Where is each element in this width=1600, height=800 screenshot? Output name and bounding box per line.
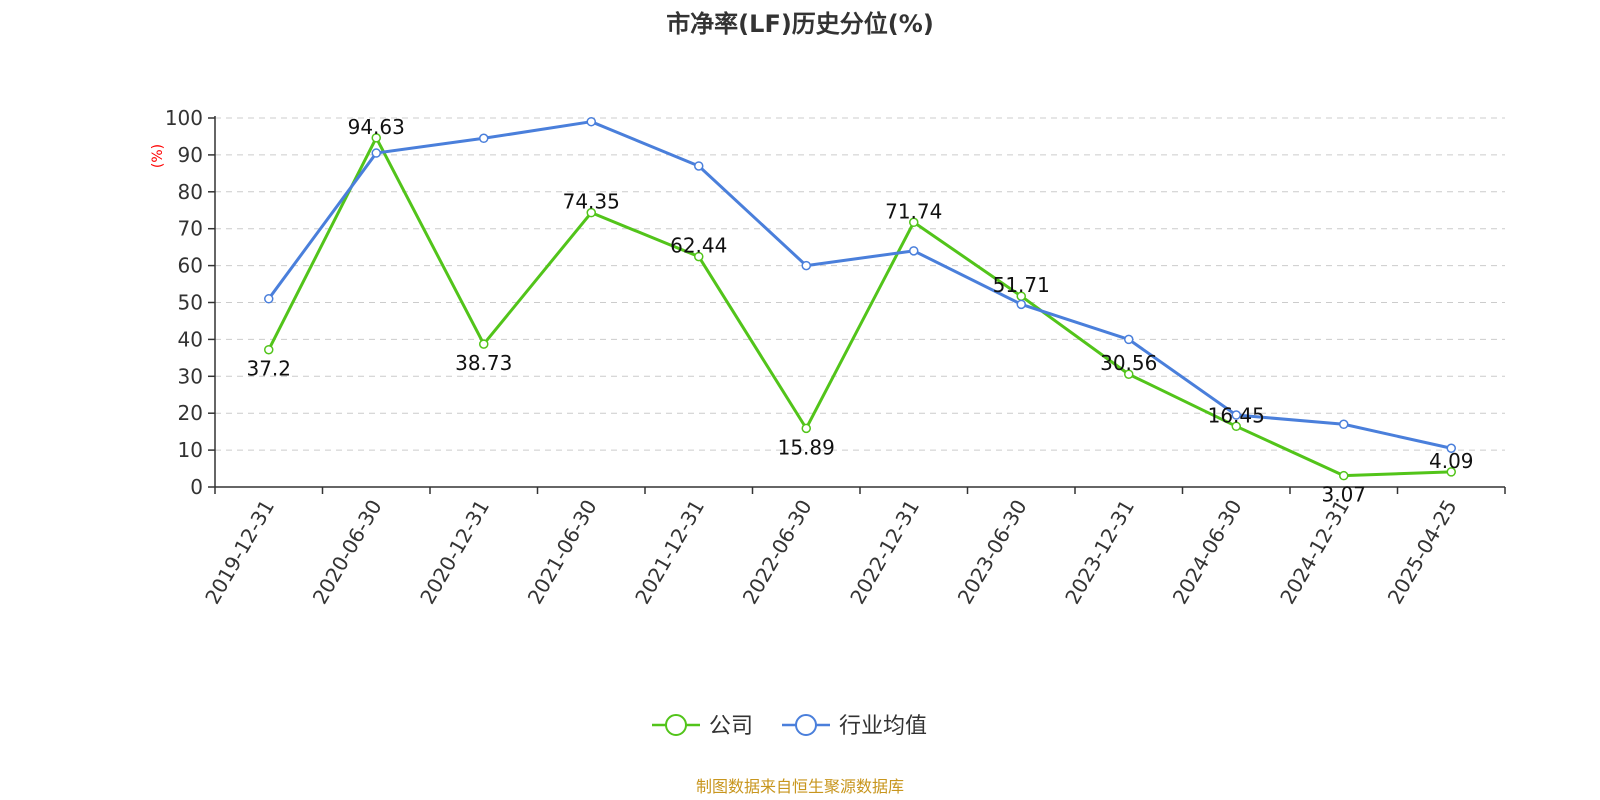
data-label: 62.44 [670,234,727,258]
series-1-point [1339,419,1349,430]
series-0-point [479,339,489,349]
data-label: 71.74 [885,199,942,223]
series-1-point [1231,410,1241,420]
x-tick-label: 2023-06-30 [953,496,1032,609]
x-tick-label: 2019-12-31 [200,496,279,609]
x-tick-label: 2025-04-25 [1383,496,1462,609]
x-tick-label: 2022-12-31 [845,496,924,609]
data-labels: 37.2 94.63 38.73 74.35 62.44 15.89 71.74 51.71 3… [246,115,1473,507]
legend-marker [665,714,687,736]
series-1-point [479,133,489,144]
data-label: 74.35 [563,190,620,214]
series-0-point [1124,369,1134,379]
series-0-point [264,344,274,355]
data-label: 37.2 [246,357,291,381]
series-1-point [1124,334,1134,345]
legend-label: 行业均值 [839,714,927,739]
series-0-point [1231,421,1241,432]
y-tick-label: 70 [178,217,203,241]
y-tick-label: 50 [178,291,203,315]
grid [215,117,1505,451]
legend[interactable]: 公司 行业均值 [652,714,927,739]
series-0-point [909,217,919,228]
legend-label: 公司 [709,714,753,739]
series-1-point [694,161,704,171]
series-0-point [1446,467,1456,477]
x-tick-label: 2022-06-30 [738,496,817,609]
series [264,116,1456,481]
series-0-point [371,133,381,143]
series-1-point [1016,299,1026,310]
data-label: 30.56 [1100,351,1157,375]
x-tick-label: 2024-06-30 [1168,496,1247,609]
data-label: 94.63 [348,115,405,139]
axes: 0 10 20 30 40 50 60 70 80 90 100 2019-12-31 2020-06-… [165,106,1506,609]
series-1-point [371,148,381,158]
y-tick-label: 20 [178,401,203,425]
data-label: 3.07 [1321,483,1366,507]
series-1-point [909,246,919,256]
y-tick-label: 90 [178,143,203,167]
series-1-point [1446,443,1456,454]
data-label: 51.71 [993,273,1050,297]
data-label: 16.45 [1208,403,1265,427]
y-tick-label: 80 [178,180,203,204]
series-0-point [694,251,704,262]
data-label: 38.73 [455,351,512,375]
data-label: 4.09 [1429,449,1474,473]
y-tick-label: 40 [178,327,203,351]
series-1-point [586,116,596,127]
data-label: 15.89 [778,435,835,459]
x-tick-label: 2020-06-30 [308,496,387,609]
series-0-point [1339,470,1349,481]
series-1-point [264,294,274,304]
series-1-point [801,260,811,271]
legend-item-0[interactable]: 公司 [652,714,753,739]
x-tick-label: 2024-12-31 [1275,496,1354,609]
chart-title: 市净率(LF)历史分位(%) [666,10,934,38]
series-0-point [586,207,596,218]
series-0-point [801,423,811,434]
y-tick-label: 60 [178,254,203,278]
y-tick-label: 100 [165,106,203,130]
y-axis-label: (%) [150,144,166,168]
legend-marker [795,714,817,736]
x-tick-label: 2020-12-31 [415,496,494,609]
y-tick-label: 0 [190,475,203,499]
data-source: 制图数据来自恒生聚源数据库 [696,777,904,796]
series-line-0 [267,136,1452,478]
x-tick-label: 2021-12-31 [630,496,709,609]
y-tick-label: 30 [178,364,203,388]
x-tick-label: 2021-06-30 [523,496,602,609]
series-line-1 [267,120,1452,450]
legend-item-1[interactable]: 行业均值 [782,714,927,739]
y-tick-label: 10 [178,438,203,462]
x-tick-label: 2023-12-31 [1060,496,1139,609]
